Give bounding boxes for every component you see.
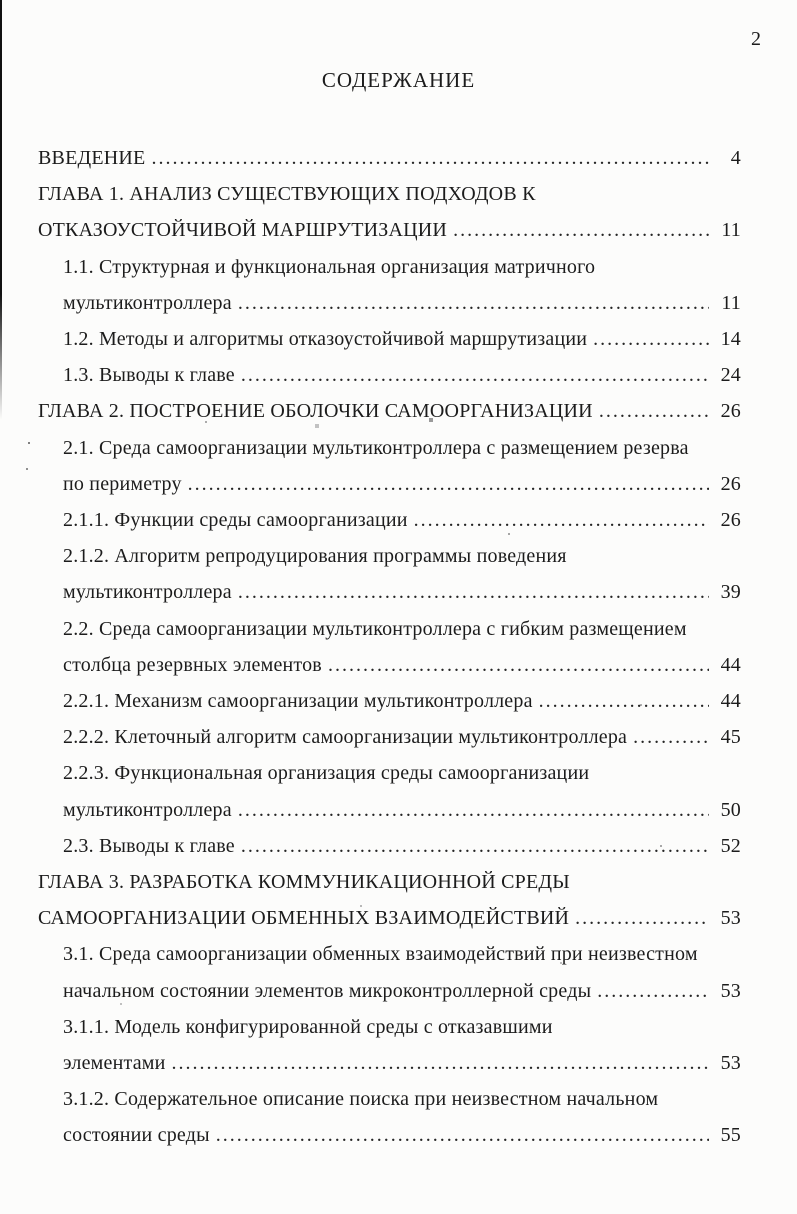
toc-entry-line: состоянии среды.........................… [38,1117,747,1153]
toc-entry-text: 1.1. Структурная и функциональная органи… [63,255,596,278]
toc-entry-line: ГЛАВА 1. АНАЛИЗ СУЩЕСТВУЮЩИХ ПОДХОДОВ К [38,176,747,212]
toc-entry-page-number: 11 [721,291,741,314]
toc-entry-line: мультиконтроллера.......................… [38,574,747,610]
toc-entry-line: САМООРГАНИЗАЦИИ ОБМЕННЫХ ВЗАИМОДЕЙСТВИЙ.… [38,900,747,936]
dot-leader: ........................................… [240,834,709,857]
toc-entry-text: 1.2. Методы и алгоритмы отказоустойчивой… [63,328,588,351]
toc-entry-line: ОТКАЗОУСТОЙЧИВОЙ МАРШРУТИЗАЦИИ..........… [38,212,747,248]
toc-entry-page-number: 53 [720,979,741,1002]
toc-entry-page-number: 45 [720,726,741,749]
dot-leader: ........................................… [633,726,709,749]
toc-entry-line: столбца резервных элементов.............… [38,647,747,683]
toc-entry-line: 2.2.3. Функциональная организация среды … [38,755,747,791]
toc-entry-line: мультиконтроллера.......................… [38,285,747,321]
toc-entry-text: ГЛАВА 1. АНАЛИЗ СУЩЕСТВУЮЩИХ ПОДХОДОВ К [38,183,536,206]
toc-entry-text: 2.2.3. Функциональная организация среды … [63,762,590,785]
dot-leader: ........................................… [453,219,709,242]
toc-entry-text: 3.1. Среда самоорганизации обменных взаи… [63,943,698,966]
toc-title: СОДЕРЖАНИЕ [321,68,476,92]
toc-entry-line: элементами..............................… [38,1045,747,1081]
toc-entry-text: 3.1.1. Модель конфигурированной среды с … [63,1015,553,1038]
toc-entry-page-number: 14 [720,328,741,351]
toc-entry-text: 2.2.1. Механизм самоорганизации мультико… [63,690,533,713]
page-number: 2 [751,28,761,50]
dot-leader: ........................................… [215,1124,709,1147]
dot-leader: ........................................… [240,364,709,387]
toc-entry-text: 2.1. Среда самоорганизации мультиконтрол… [63,436,689,459]
toc-entry-page-number: 26 [720,472,741,495]
toc-entry-line: 3.1.2. Содержательное описание поиска пр… [38,1081,747,1117]
toc-entry-text: 3.1.2. Содержательное описание поиска пр… [63,1088,659,1111]
toc-entry-text: САМООРГАНИЗАЦИИ ОБМЕННЫХ ВЗАИМОДЕЙСТВИЙ [38,907,570,930]
toc-entry-page-number: 44 [720,690,741,713]
dot-leader: ........................................… [538,690,709,713]
toc-entry-text: состоянии среды [63,1124,210,1147]
toc-entry-page-number: 11 [721,219,741,242]
dot-leader: ........................................… [171,1052,709,1075]
toc-list: ВВЕДЕНИЕ................................… [38,140,747,1154]
dot-leader: ........................................… [237,291,709,314]
toc-entry-text: начальном состоянии элементов микроконтр… [63,979,592,1002]
scan-edge-artifact [0,0,2,420]
toc-entry-line: 2.1.2. Алгоритм репродуцирования програм… [38,538,747,574]
toc-entry-page-number: 26 [720,509,741,532]
toc-entry-page-number: 44 [720,653,741,676]
toc-entry-line: по периметру............................… [38,466,747,502]
dot-leader: ........................................… [237,581,709,604]
toc-entry-text: мультиконтроллера [63,798,232,821]
toc-entry-text: столбца резервных элементов [63,653,322,676]
dot-leader: ........................................… [237,798,709,821]
dot-leader: ........................................… [151,147,709,169]
scan-speckles [0,0,2,2]
toc-entry-text: мультиконтроллера [63,581,232,604]
toc-entry-line: 1.2. Методы и алгоритмы отказоустойчивой… [38,321,747,357]
toc-entry-line: 2.1. Среда самоорганизации мультиконтрол… [38,430,747,466]
toc-entry-page-number: 53 [720,907,741,930]
toc-entry-page-number: 55 [720,1124,741,1147]
toc-entry-line: 3.1. Среда самоорганизации обменных взаи… [38,936,747,972]
dot-leader: ........................................… [187,472,709,495]
dot-leader: ........................................… [327,653,709,676]
toc-entry-page-number: 24 [720,364,741,387]
dot-leader: ........................................… [597,979,709,1002]
dot-leader: ........................................… [413,509,709,532]
toc-entry-text: по периметру [63,472,182,495]
toc-entry-text: ГЛАВА 2. ПОСТРОЕНИЕ ОБОЛОЧКИ САМООРГАНИЗ… [38,400,593,423]
toc-entry-line: 3.1.1. Модель конфигурированной среды с … [38,1009,747,1045]
toc-entry-text: элементами [63,1052,166,1075]
toc-entry-page-number: 53 [720,1052,741,1075]
toc-entry-page-number: 50 [720,798,741,821]
toc-entry-text: 2.2. Среда самоорганизации мультиконтрол… [63,617,687,640]
toc-entry-page-number: 26 [720,400,741,423]
toc-entry-text: мультиконтроллера [63,291,232,314]
toc-entry-line: 2.2. Среда самоорганизации мультиконтрол… [38,611,747,647]
toc-entry-page-number: 52 [720,834,741,857]
toc-entry-line: 1.1. Структурная и функциональная органи… [38,249,747,285]
toc-entry-text: 2.1.2. Алгоритм репродуцирования програм… [63,545,567,568]
toc-entry-line: ГЛАВА 2. ПОСТРОЕНИЕ ОБОЛОЧКИ САМООРГАНИЗ… [38,393,747,429]
toc-entry-text: 2.3. Выводы к главе [63,834,235,857]
dot-leader: ........................................… [593,328,709,351]
toc-entry-line: 2.1.1. Функции среды самоорганизации....… [38,502,747,538]
toc-entry-text: 1.3. Выводы к главе [63,364,235,387]
toc-entry-line: 2.2.1. Механизм самоорганизации мультико… [38,683,747,719]
toc-entry-line: ВВЕДЕНИЕ................................… [38,140,747,176]
toc-entry-page-number: 39 [720,581,741,604]
toc-entry-line: мультиконтроллера.......................… [38,792,747,828]
toc-entry-line: начальном состоянии элементов микроконтр… [38,973,747,1009]
dot-leader: ........................................… [575,907,709,930]
toc-entry-line: 2.2.2. Клеточный алгоритм самоорганизаци… [38,719,747,755]
toc-entry-text: 2.1.1. Функции среды самоорганизации [63,509,408,532]
dot-leader: ........................................… [598,400,709,423]
toc-entry-text: ВВЕДЕНИЕ [38,147,146,169]
toc-entry-text: 2.2.2. Клеточный алгоритм самоорганизаци… [63,726,628,749]
toc-entry-text: ОТКАЗОУСТОЙЧИВОЙ МАРШРУТИЗАЦИИ [38,219,448,242]
toc-entry-page-number: 4 [730,147,741,169]
toc-entry-line: ГЛАВА 3. РАЗРАБОТКА КОММУНИКАЦИОННОЙ СРЕ… [38,864,747,900]
toc-entry-line: 2.3. Выводы к главе.....................… [38,828,747,864]
toc-entry-text: ГЛАВА 3. РАЗРАБОТКА КОММУНИКАЦИОННОЙ СРЕ… [38,871,570,894]
toc-entry-line: 1.3. Выводы к главе.....................… [38,357,747,393]
